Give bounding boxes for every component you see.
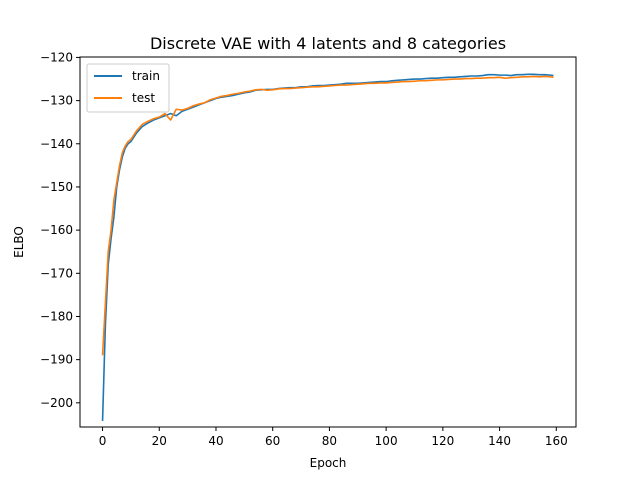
series-line-test (101, 75, 554, 356)
legend-label-test: test (132, 91, 155, 105)
x-axis-label: Epoch (310, 456, 347, 470)
y-axis-label: ELBO (12, 226, 26, 258)
x-tick-label: 100 (375, 434, 398, 448)
x-tick-label: 80 (322, 434, 337, 448)
y-tick-label: −130 (40, 94, 73, 108)
x-tick-label: 140 (488, 434, 511, 448)
y-tick-label: −170 (40, 266, 73, 280)
y-tick-label: −200 (40, 396, 73, 410)
series-line-train (101, 73, 554, 421)
plot-frame (79, 56, 577, 428)
x-tick-label: 20 (152, 434, 167, 448)
x-tick-label: 40 (208, 434, 223, 448)
y-tick-label: −160 (40, 223, 73, 237)
lines-layer (101, 73, 554, 421)
legend-label-train: train (132, 69, 160, 83)
y-tick-label: −190 (40, 353, 73, 367)
y-tick-label: −180 (40, 309, 73, 323)
x-tick-label: 60 (265, 434, 280, 448)
y-tick-label: −120 (40, 50, 73, 64)
x-tick-label: 120 (431, 434, 454, 448)
y-tick-label: −140 (40, 137, 73, 151)
y-tick-label: −150 (40, 180, 73, 194)
chart-title: Discrete VAE with 4 latents and 8 catego… (150, 34, 506, 53)
x-tick-label: 160 (545, 434, 568, 448)
ticks-layer: 0 20 40 60 80 100 120 140 160 −200 −190 −180 −170 −16… (40, 50, 568, 448)
legend: train test (86, 63, 170, 113)
x-tick-label: 0 (99, 434, 107, 448)
